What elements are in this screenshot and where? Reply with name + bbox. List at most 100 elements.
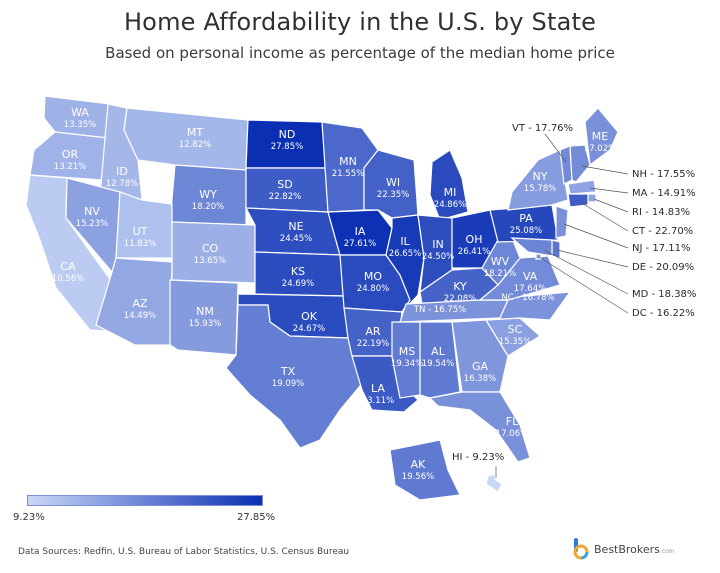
state-value-ia: 27.61% bbox=[344, 239, 376, 249]
state-abbr-mo: MO bbox=[364, 270, 382, 283]
state-value-mo: 24.80% bbox=[357, 284, 389, 294]
state-nh bbox=[569, 144, 591, 183]
state-value-fl: 17.06% bbox=[496, 429, 528, 439]
state-abbr-sd: SD bbox=[277, 178, 292, 191]
state-value-oh: 26.41% bbox=[458, 247, 490, 257]
state-value-pa: 25.08% bbox=[510, 226, 542, 236]
state-label-ga: GA 16.38% bbox=[464, 360, 496, 384]
map-subtitle: Based on personal income as percentage o… bbox=[105, 44, 615, 62]
callout-label-nj: NJ - 17.11% bbox=[632, 243, 691, 254]
state-value-ga: 16.38% bbox=[464, 374, 496, 384]
state-label-co: CO 13.65% bbox=[194, 242, 226, 266]
state-value-ms: 19.34% bbox=[391, 359, 423, 369]
state-dc bbox=[535, 253, 542, 260]
state-value-in: 24.50% bbox=[422, 252, 454, 262]
state-value-tn: TN - 16.75% bbox=[413, 305, 466, 315]
callout-line-ma bbox=[589, 187, 629, 194]
state-mi bbox=[429, 149, 469, 221]
callout-label-ct: CT - 22.70% bbox=[632, 226, 693, 237]
state-abbr-ms: MS bbox=[399, 345, 415, 358]
state-abbr-il: IL bbox=[400, 235, 410, 248]
state-value-nc: NC - 16.78% bbox=[501, 293, 554, 303]
state-value-ky: 22.08% bbox=[444, 294, 476, 304]
state-value-ks: 24.69% bbox=[282, 279, 314, 289]
state-abbr-nv: NV bbox=[84, 205, 100, 218]
callout-line-ct bbox=[579, 201, 629, 232]
state-label-ok: OK 24.67% bbox=[293, 310, 325, 334]
callout-line-vt bbox=[544, 133, 567, 163]
callout-line-nj bbox=[563, 223, 629, 249]
legend-min-label: 9.23% bbox=[13, 512, 45, 523]
state-value-me: 17.02% bbox=[584, 144, 616, 154]
state-abbr-ar: AR bbox=[365, 325, 381, 338]
state-abbr-wy: WY bbox=[199, 188, 217, 201]
state-abbr-mi: MI bbox=[444, 186, 457, 199]
state-label-mo: MO 24.80% bbox=[357, 270, 389, 294]
state-abbr-tx: TX bbox=[280, 365, 296, 378]
state-abbr-va: VA bbox=[523, 270, 538, 283]
state-value-al: 19.54% bbox=[422, 359, 454, 369]
state-abbr-co: CO bbox=[202, 242, 219, 255]
state-abbr-ut: UT bbox=[133, 225, 148, 238]
state-label-in: IN 24.50% bbox=[422, 238, 454, 262]
state-abbr-ny: NY bbox=[533, 170, 548, 183]
bestbrokers-logo-icon bbox=[573, 538, 589, 560]
state-value-il: 26.65% bbox=[389, 249, 421, 259]
state-abbr-fl: FL bbox=[506, 415, 519, 428]
state-label-ky: KY 22.08% bbox=[444, 280, 476, 304]
callout-label-nh: NH - 17.55% bbox=[632, 169, 695, 180]
callout-label-vt: VT - 17.76% bbox=[512, 123, 573, 134]
state-value-ne: 24.45% bbox=[280, 234, 312, 244]
map-title: Home Affordability in the U.S. by State bbox=[123, 8, 597, 36]
state-value-ut: 11.83% bbox=[124, 239, 156, 249]
state-value-tx: 19.09% bbox=[272, 379, 304, 389]
state-abbr-wv: WV bbox=[491, 255, 510, 268]
state-abbr-wi: WI bbox=[386, 176, 400, 189]
state-wv bbox=[481, 237, 521, 286]
callout-line-nh bbox=[581, 165, 629, 175]
callout-label-hi: HI - 9.23% bbox=[452, 452, 504, 463]
state-label-ia: IA 27.61% bbox=[344, 225, 376, 249]
state-label-la: LA 23.11% bbox=[362, 382, 394, 406]
state-value-wy: 18.20% bbox=[192, 202, 224, 212]
state-nj bbox=[555, 205, 569, 239]
state-value-nv: 15.23% bbox=[76, 219, 108, 229]
state-value-ak: 19.56% bbox=[402, 472, 434, 482]
state-de bbox=[551, 239, 561, 259]
state-label-ne: NE 24.45% bbox=[280, 220, 312, 244]
state-abbr-or: OR bbox=[62, 148, 79, 161]
state-value-la: 23.11% bbox=[362, 396, 394, 406]
state-abbr-wa: WA bbox=[71, 106, 89, 119]
callout-line-md bbox=[543, 249, 629, 295]
state-label-va: VA 17.64% bbox=[514, 270, 546, 294]
state-label-nc: NC - 16.78% bbox=[501, 293, 554, 303]
state-value-mn: 21.55% bbox=[332, 169, 364, 179]
color-scale-legend bbox=[27, 495, 263, 506]
state-value-sc: 15.35% bbox=[499, 337, 531, 347]
state-abbr-ca: CA bbox=[60, 260, 76, 273]
state-ny bbox=[507, 149, 569, 211]
state-abbr-ia: IA bbox=[355, 225, 366, 238]
state-label-wi: WI 22.35% bbox=[377, 176, 409, 200]
callout-label-dc: DC - 16.22% bbox=[632, 308, 695, 319]
brand-name: BestBrokers.com bbox=[594, 543, 675, 556]
state-value-mi: 24.86% bbox=[434, 200, 466, 210]
state-label-tx: TX 19.09% bbox=[272, 365, 304, 389]
state-abbr-sc: SC bbox=[508, 323, 523, 336]
state-abbr-mt: MT bbox=[187, 126, 203, 139]
state-label-me: ME 17.02% bbox=[584, 130, 616, 154]
state-label-ak: AK 19.56% bbox=[402, 458, 434, 482]
state-label-sd: SD 22.82% bbox=[269, 178, 301, 202]
state-abbr-ok: OK bbox=[301, 310, 318, 323]
callout-label-md: MD - 18.38% bbox=[632, 289, 696, 300]
state-value-sd: 22.82% bbox=[269, 192, 301, 202]
state-abbr-az: AZ bbox=[132, 297, 148, 310]
state-abbr-id: ID bbox=[116, 165, 128, 178]
state-ak bbox=[389, 439, 461, 501]
state-abbr-nm: NM bbox=[196, 305, 214, 318]
state-value-az: 14.49% bbox=[124, 311, 156, 321]
state-abbr-nd: ND bbox=[279, 128, 296, 141]
state-abbr-pa: PA bbox=[519, 212, 533, 225]
state-label-ca: CA 10.56% bbox=[52, 260, 84, 284]
